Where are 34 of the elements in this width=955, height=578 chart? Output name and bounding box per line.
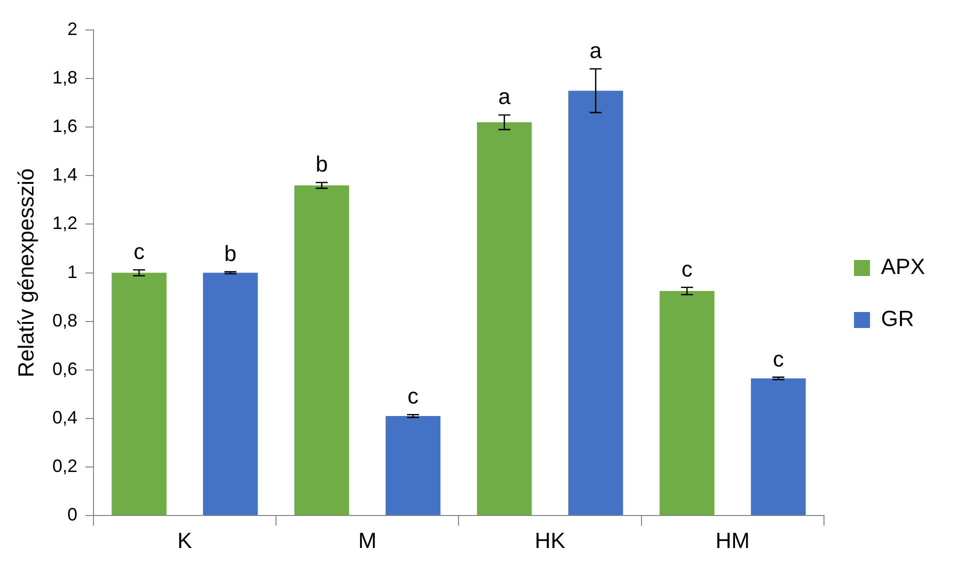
data-label: a xyxy=(590,38,603,63)
bar xyxy=(386,416,440,516)
data-label: c xyxy=(682,256,692,282)
y-tick-label: 1,4 xyxy=(52,164,78,185)
legend-label: GR xyxy=(880,306,914,332)
x-tick-label: HM xyxy=(716,528,750,553)
data-label: a xyxy=(498,84,512,110)
bar xyxy=(476,122,532,516)
y-tick-label: 1,6 xyxy=(52,116,78,136)
bar xyxy=(750,378,806,516)
x-tick-label: HK xyxy=(534,528,566,553)
y-tick-label: 0,4 xyxy=(52,407,78,428)
bar xyxy=(660,291,714,516)
y-tick-label: 1,2 xyxy=(52,213,78,234)
y-tick-label: 0 xyxy=(67,504,78,525)
x-tick-label: M xyxy=(358,528,377,553)
data-label: b xyxy=(224,240,237,266)
y-tick-label: 1,8 xyxy=(52,68,78,88)
bar xyxy=(568,90,624,516)
data-label: c xyxy=(772,346,784,372)
y-tick-label: 0,2 xyxy=(52,456,78,476)
bar xyxy=(112,272,166,516)
y-tick-label: 2 xyxy=(67,18,78,39)
bar xyxy=(203,272,258,516)
x-tick-label: K xyxy=(177,528,192,553)
y-tick-label: 0,8 xyxy=(52,310,78,330)
legend-label: APX xyxy=(880,254,926,280)
bar xyxy=(294,185,350,516)
data-label: c xyxy=(134,238,145,264)
y-axis-title: Relatív génexpesszió xyxy=(13,168,38,378)
y-tick-label: 1 xyxy=(67,262,78,282)
y-tick-label: 0,6 xyxy=(52,358,78,379)
data-label: b xyxy=(316,152,328,177)
data-label: c xyxy=(408,384,419,409)
